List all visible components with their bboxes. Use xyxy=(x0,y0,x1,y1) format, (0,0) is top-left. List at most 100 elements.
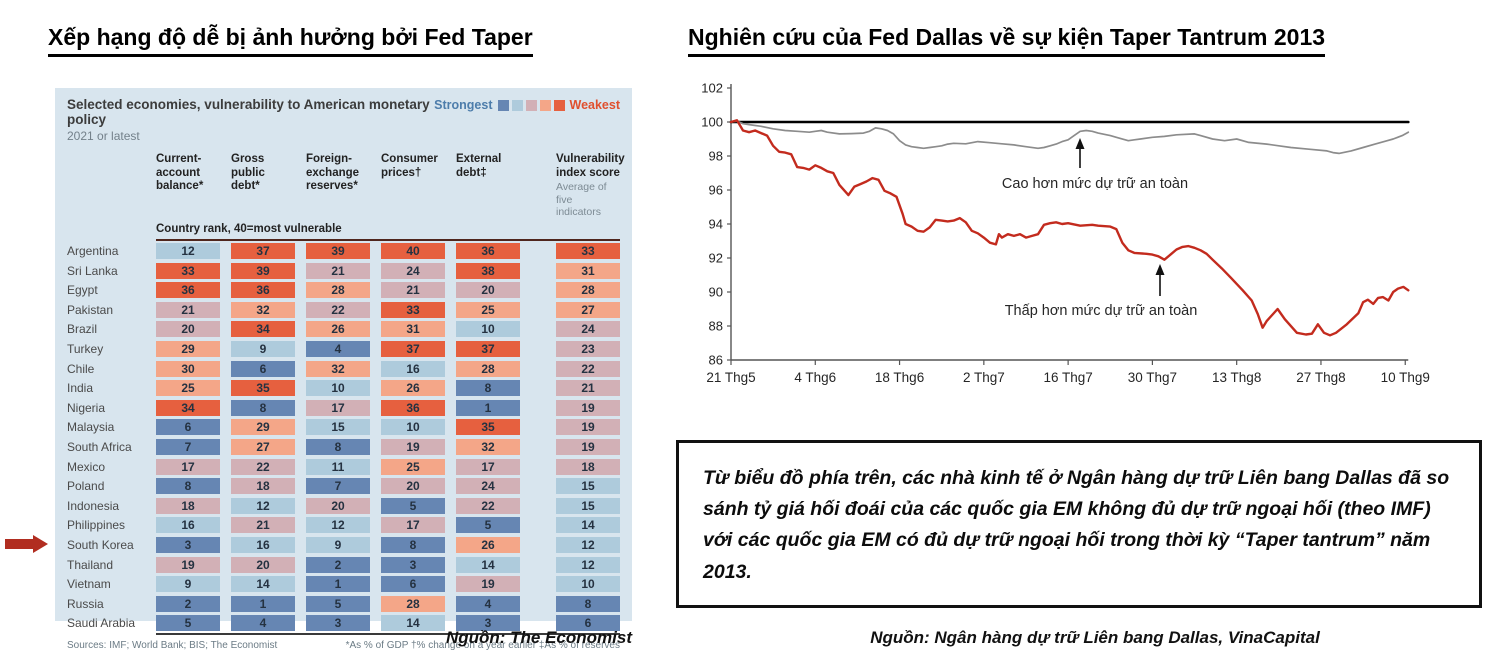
y-tick-label: 92 xyxy=(709,251,723,266)
rank-cell: 19 xyxy=(381,438,445,455)
rank-cell: 17 xyxy=(381,517,445,534)
rank-cell: 15 xyxy=(306,419,370,436)
column-header-2: Gross public debt* xyxy=(231,153,265,193)
legend-swatches xyxy=(497,99,565,111)
rank-cell: 1 xyxy=(231,595,295,612)
rank-cell: 6 xyxy=(381,576,445,593)
country-label: Poland xyxy=(67,479,105,494)
country-label: Philippines xyxy=(67,518,126,533)
rank-cell: 12 xyxy=(556,556,620,573)
table-row: Malaysia 6 29 15 10 35 19 xyxy=(67,418,620,438)
country-label: Thailand xyxy=(67,557,114,572)
table-row: Nigeria 34 8 17 36 1 19 xyxy=(67,398,620,418)
table-row: Chile 30 6 32 16 28 22 xyxy=(67,359,620,379)
rank-cell: 8 xyxy=(456,380,520,397)
table-row: Turkey 29 9 4 37 37 23 xyxy=(67,339,620,359)
x-tick-label: 4 Thg6 xyxy=(794,370,836,385)
table-row: Thailand 19 20 2 3 14 12 xyxy=(67,555,620,575)
legend-weakest-label: Weakest xyxy=(569,98,621,112)
rank-cell: 8 xyxy=(381,536,445,553)
rank-cell: 28 xyxy=(456,360,520,377)
rank-cell: 36 xyxy=(456,243,520,260)
rank-cell: 21 xyxy=(231,517,295,534)
rank-cell: 9 xyxy=(306,536,370,553)
country-label: Mexico xyxy=(67,459,106,474)
rank-cell: 18 xyxy=(231,478,295,495)
rank-cell: 5 xyxy=(381,497,445,514)
rank-cell: 40 xyxy=(381,243,445,260)
right-panel-title: Nghiên cứu của Fed Dallas về sự kiện Tap… xyxy=(688,24,1326,57)
rank-cell: 7 xyxy=(156,438,220,455)
rank-cell: 17 xyxy=(156,458,220,475)
rank-cell: 12 xyxy=(231,497,295,514)
rank-cell: 8 xyxy=(306,438,370,455)
rank-cell: 32 xyxy=(456,438,520,455)
rank-cell: 28 xyxy=(381,595,445,612)
table-row: Egypt 36 36 28 21 20 28 xyxy=(67,280,620,300)
annotation-above-safe-reserves: Cao hơn mức dự trữ an toàn xyxy=(1002,176,1188,192)
table-sources: Sources: IMF; World Bank; BIS; The Econo… xyxy=(67,640,278,652)
chart-svg: 102 100 98 96 94 92 90 88 86 21 Thg5 4 Thg6 18 Thg6… xyxy=(701,81,1430,386)
rank-cell: 17 xyxy=(456,458,520,475)
rank-cell: 11 xyxy=(306,458,370,475)
table-footnotes: *As % of GDP †% change on a year earlier… xyxy=(345,640,620,652)
legend-swatch-4 xyxy=(539,99,551,111)
rank-cell: 17 xyxy=(306,399,370,416)
rank-cell: 20 xyxy=(456,282,520,299)
country-label: Sri Lanka xyxy=(67,263,118,278)
rank-cell: 39 xyxy=(306,243,370,260)
rank-cell: 19 xyxy=(556,438,620,455)
rank-cell: 20 xyxy=(231,556,295,573)
x-tick-label: 16 Thg7 xyxy=(1043,370,1092,385)
rank-cell: 38 xyxy=(456,262,520,279)
rank-cell: 23 xyxy=(556,341,620,358)
rank-cell: 19 xyxy=(556,419,620,436)
table-row: Philippines 16 21 12 17 5 14 xyxy=(67,516,620,536)
rank-cell: 37 xyxy=(231,243,295,260)
x-tick-label: 21 Thg5 xyxy=(706,370,755,385)
country-label: Russia xyxy=(67,596,104,611)
left-source-caption: Nguồn: The Economist xyxy=(445,628,632,647)
rank-cell: 28 xyxy=(306,282,370,299)
rank-cell: 39 xyxy=(231,262,295,279)
table-row: Vietnam 9 14 1 6 19 10 xyxy=(67,574,620,594)
y-tick-label: 102 xyxy=(701,81,723,96)
color-scale-legend: Strongest Weakest xyxy=(434,98,620,112)
rank-cell: 2 xyxy=(156,595,220,612)
rank-cell: 21 xyxy=(556,380,620,397)
rank-cell: 24 xyxy=(381,262,445,279)
table-row: Poland 8 18 7 20 24 15 xyxy=(67,476,620,496)
rank-cell: 22 xyxy=(456,497,520,514)
table-row: Argentina 12 37 39 40 36 33 xyxy=(67,241,620,261)
rank-cell: 24 xyxy=(456,478,520,495)
table-top-rule xyxy=(156,239,620,242)
table-heading: Selected economies, vulnerability to Ame… xyxy=(67,97,430,127)
table-row: Russia 2 1 5 28 4 8 xyxy=(67,594,620,614)
legend-strongest-label: Strongest xyxy=(434,98,493,112)
rank-cell: 25 xyxy=(381,458,445,475)
country-label: Pakistan xyxy=(67,302,114,317)
rank-cell: 22 xyxy=(231,458,295,475)
country-label: India xyxy=(67,381,94,396)
country-label: Nigeria xyxy=(67,400,106,415)
rank-cell: 6 xyxy=(156,419,220,436)
country-label: Egypt xyxy=(67,283,98,298)
rank-cell: 5 xyxy=(456,517,520,534)
vietnam-pointer-arrow-icon xyxy=(5,535,49,553)
rank-cell: 32 xyxy=(306,360,370,377)
rank-cell: 22 xyxy=(306,301,370,318)
rank-cell: 34 xyxy=(156,399,220,416)
x-tick-label: 18 Thg6 xyxy=(875,370,924,385)
y-tick-label: 100 xyxy=(701,115,723,130)
x-tick-label: 27 Thg8 xyxy=(1296,370,1345,385)
series-line-inadequate-reserves xyxy=(729,119,1410,337)
rank-cell: 19 xyxy=(556,399,620,416)
rank-cell: 10 xyxy=(456,321,520,338)
rank-cell: 29 xyxy=(231,419,295,436)
y-tick-label: 94 xyxy=(709,217,723,232)
rank-cell: 36 xyxy=(156,282,220,299)
rank-cell: 16 xyxy=(156,517,220,534)
rank-cell: 30 xyxy=(156,360,220,377)
rank-cell: 9 xyxy=(156,576,220,593)
